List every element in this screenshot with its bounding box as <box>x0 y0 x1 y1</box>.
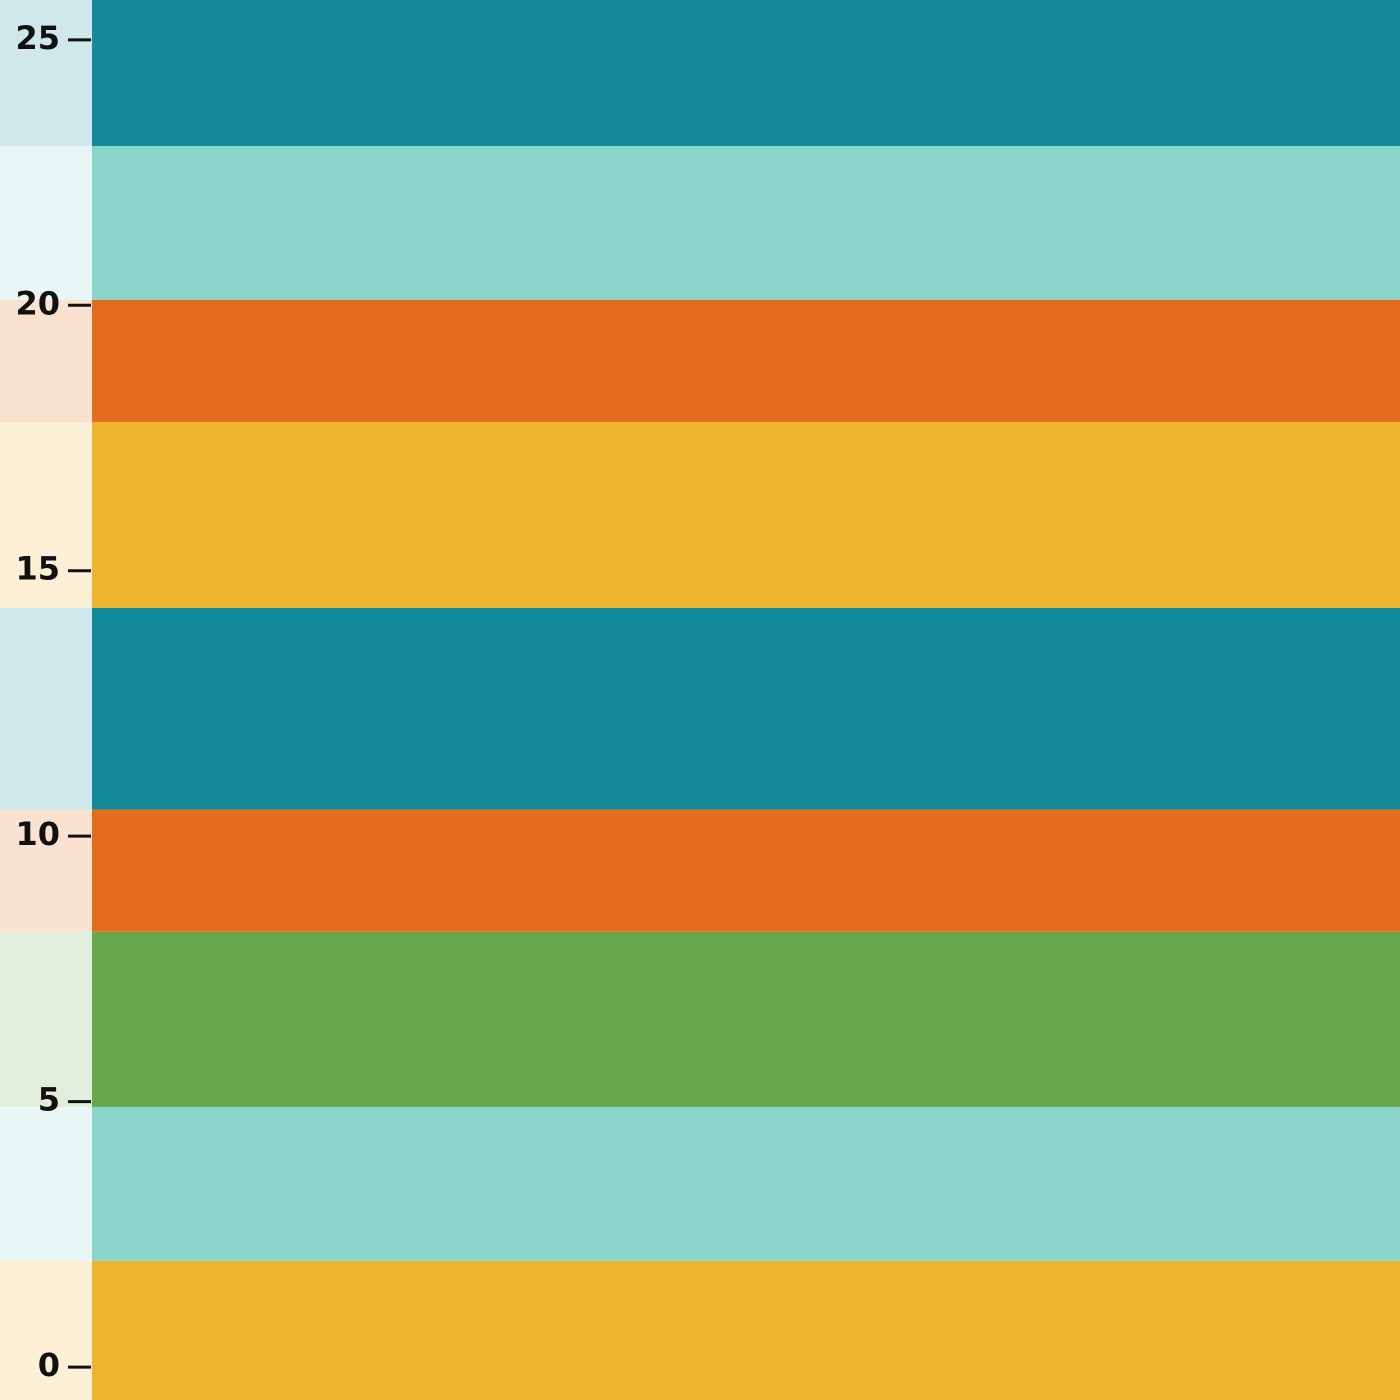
band <box>92 1260 1400 1400</box>
y-tick-label: 10 <box>15 815 60 853</box>
axis-band <box>0 422 92 608</box>
axis-band <box>0 299 92 423</box>
band <box>92 1106 1400 1261</box>
y-tick-label: 0 <box>38 1346 60 1384</box>
axis-band <box>0 931 92 1107</box>
band <box>92 0 1400 146</box>
band <box>92 422 1400 608</box>
band <box>92 809 1400 932</box>
y-tick-label: 20 <box>15 284 60 322</box>
band <box>92 145 1400 300</box>
y-tick-label: 15 <box>15 550 60 588</box>
y-tick-label: 5 <box>38 1081 60 1119</box>
axis-band <box>0 809 92 932</box>
axis-band <box>0 145 92 300</box>
band <box>92 931 1400 1107</box>
axis-band <box>0 1106 92 1261</box>
axis-band <box>0 0 92 146</box>
band <box>92 299 1400 423</box>
axis-band <box>0 1260 92 1400</box>
y-tick-label: 25 <box>15 19 60 57</box>
axis-band <box>0 607 92 810</box>
band <box>92 607 1400 810</box>
